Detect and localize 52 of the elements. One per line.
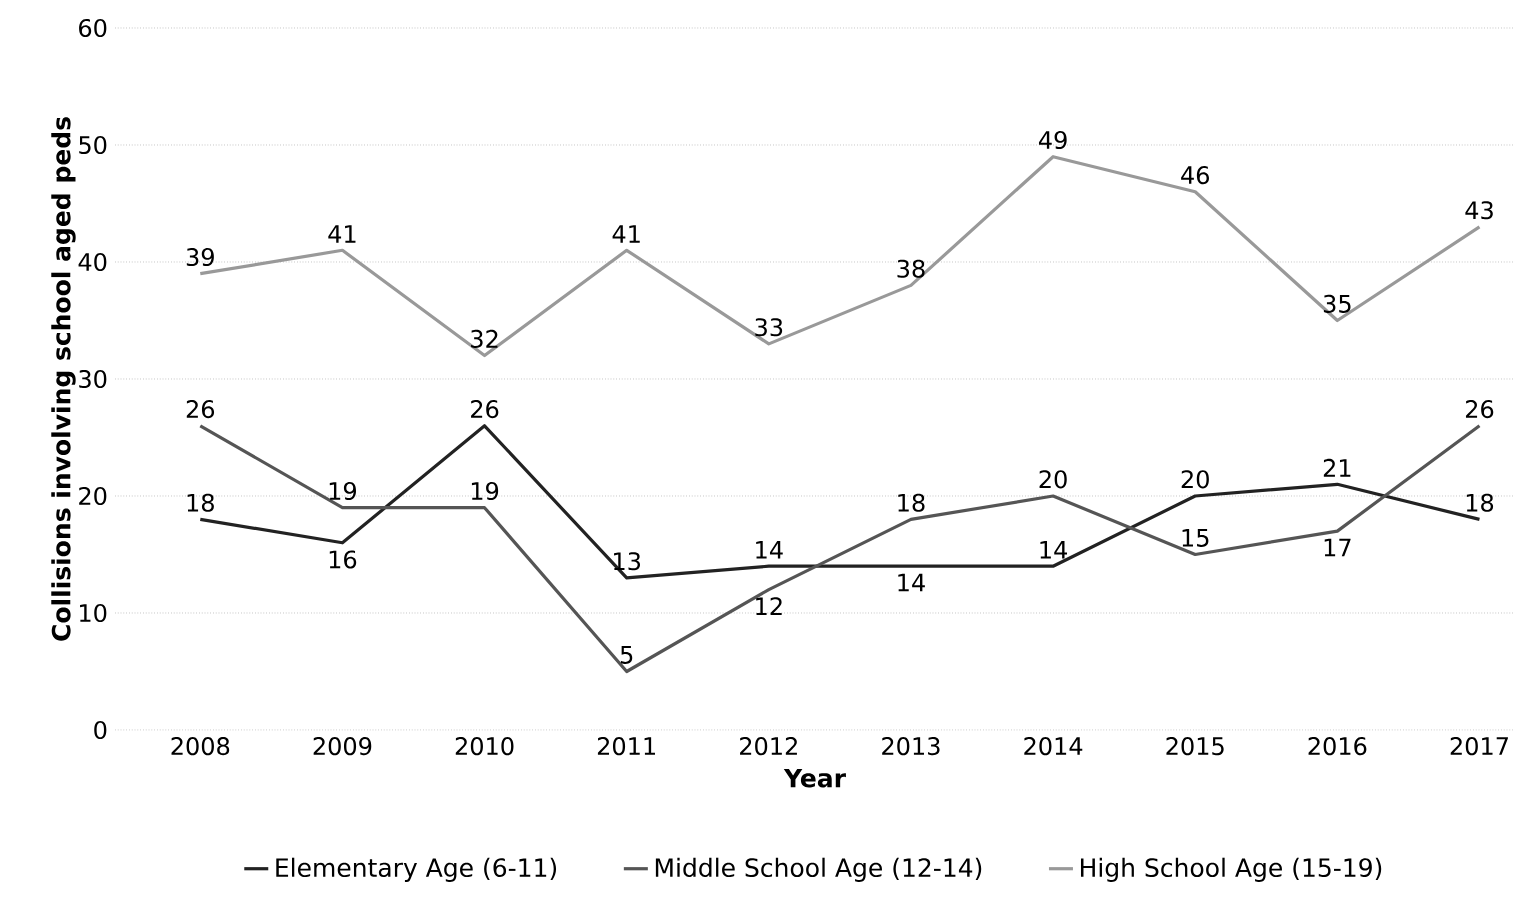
data-label: 38 — [897, 259, 925, 278]
y-tick-label: 0 — [94, 720, 107, 740]
x-tick-label: 2013 — [882, 737, 940, 756]
x-tick-label: 2009 — [313, 737, 372, 756]
data-label: 49 — [1038, 130, 1067, 150]
y-tick-label: 60 — [79, 18, 107, 38]
data-label: 32 — [471, 329, 498, 348]
x-tick-label: 2011 — [597, 737, 655, 756]
data-label: 26 — [1465, 400, 1494, 419]
data-label: 18 — [898, 493, 925, 512]
data-label: 13 — [614, 552, 641, 571]
y-tick-label: 20 — [79, 486, 107, 506]
legend-label: Elementary Age (6-11) — [276, 857, 557, 882]
data-label: 14 — [1040, 541, 1068, 559]
legend-label: High School Age (15-19) — [1081, 857, 1382, 882]
data-label: 43 — [1465, 201, 1493, 220]
data-label: 14 — [898, 573, 925, 592]
y-axis-title: Collisions involving school aged peds — [51, 117, 76, 641]
data-label: 12 — [756, 597, 782, 615]
data-label: 20 — [1181, 470, 1209, 489]
x-tick-label: 2010 — [455, 737, 514, 756]
x-tick-label: 2017 — [1450, 737, 1508, 756]
y-tick-label: 50 — [79, 135, 107, 155]
data-label: 35 — [1323, 294, 1351, 313]
y-tick-label: 40 — [78, 252, 107, 272]
y-tick-label: 30 — [79, 369, 107, 389]
x-axis-title: Year — [783, 768, 846, 788]
data-label: 21 — [1323, 458, 1351, 477]
data-label: 39 — [186, 247, 214, 267]
data-label: 5 — [620, 646, 633, 664]
data-label: 41 — [328, 225, 356, 243]
data-label: 19 — [329, 481, 356, 501]
data-label: 16 — [329, 550, 357, 569]
data-label: 19 — [471, 481, 499, 501]
x-tick-label: 2008 — [171, 737, 230, 756]
data-label: 20 — [1039, 470, 1067, 489]
data-label: 26 — [186, 400, 215, 419]
data-label: 15 — [1182, 529, 1209, 547]
data-label: 17 — [1324, 538, 1351, 557]
data-label: 14 — [756, 541, 783, 559]
data-label: 41 — [612, 225, 640, 243]
x-tick-label: 2014 — [1024, 737, 1083, 756]
x-tick-label: 2016 — [1308, 737, 1367, 756]
x-tick-label: 2015 — [1166, 737, 1224, 756]
data-label: 46 — [1181, 166, 1209, 185]
data-label: 26 — [471, 400, 499, 419]
data-label: 33 — [755, 318, 783, 337]
data-label: 18 — [1466, 493, 1494, 512]
data-label: 18 — [187, 493, 214, 512]
legend-label: Middle School Age (12-14) — [655, 857, 982, 882]
y-tick-label: 10 — [80, 603, 107, 623]
x-tick-label: 2012 — [740, 737, 797, 756]
